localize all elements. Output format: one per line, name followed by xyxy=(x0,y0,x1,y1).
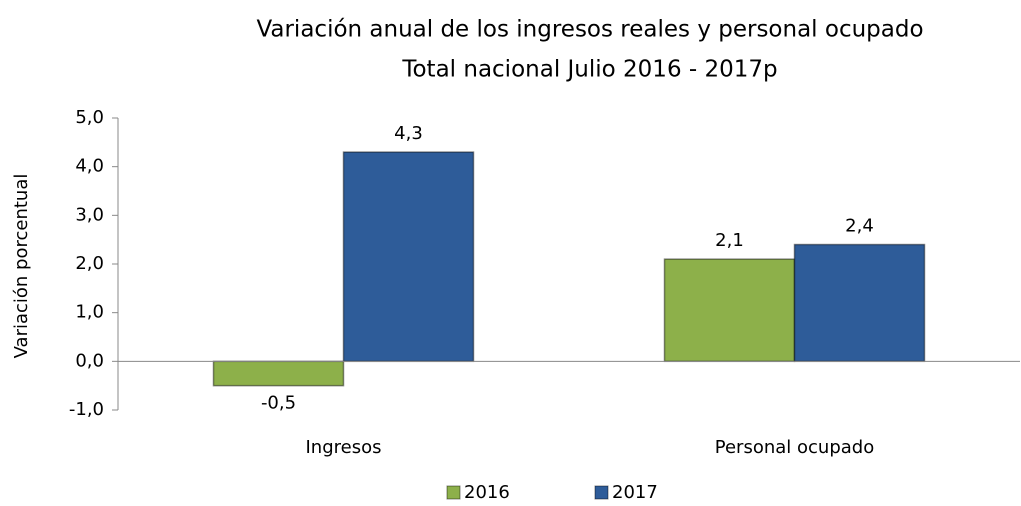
chart-subtitle: Total nacional Julio 2016 - 2017p xyxy=(401,57,777,83)
bar xyxy=(212,360,345,387)
y-tick-label: 0,0 xyxy=(75,350,104,371)
y-tick-label: 3,0 xyxy=(75,204,104,225)
bar xyxy=(793,243,926,363)
data-label: 4,3 xyxy=(394,123,423,144)
y-tick-label: 4,0 xyxy=(75,156,104,177)
bar xyxy=(342,151,475,363)
data-label: 2,1 xyxy=(715,230,744,251)
x-tick-label: Personal ocupado xyxy=(715,437,874,458)
chart-title: Variación anual de los ingresos reales y… xyxy=(256,17,923,43)
legend-swatch xyxy=(446,485,461,500)
y-tick-label: 5,0 xyxy=(75,107,104,128)
data-label: -0,5 xyxy=(261,393,296,414)
data-label: 2,4 xyxy=(845,216,874,237)
legend-label: 2016 xyxy=(464,482,510,503)
bar xyxy=(663,258,796,363)
x-tick-label: Ingresos xyxy=(306,437,382,458)
y-tick-label: 1,0 xyxy=(75,302,104,323)
y-tick-label: 2,0 xyxy=(75,253,104,274)
legend-label: 2017 xyxy=(612,482,658,503)
legend-swatch xyxy=(594,485,609,500)
y-axis-label: Variación porcentual xyxy=(11,174,32,359)
y-tick-label: -1,0 xyxy=(69,399,104,420)
